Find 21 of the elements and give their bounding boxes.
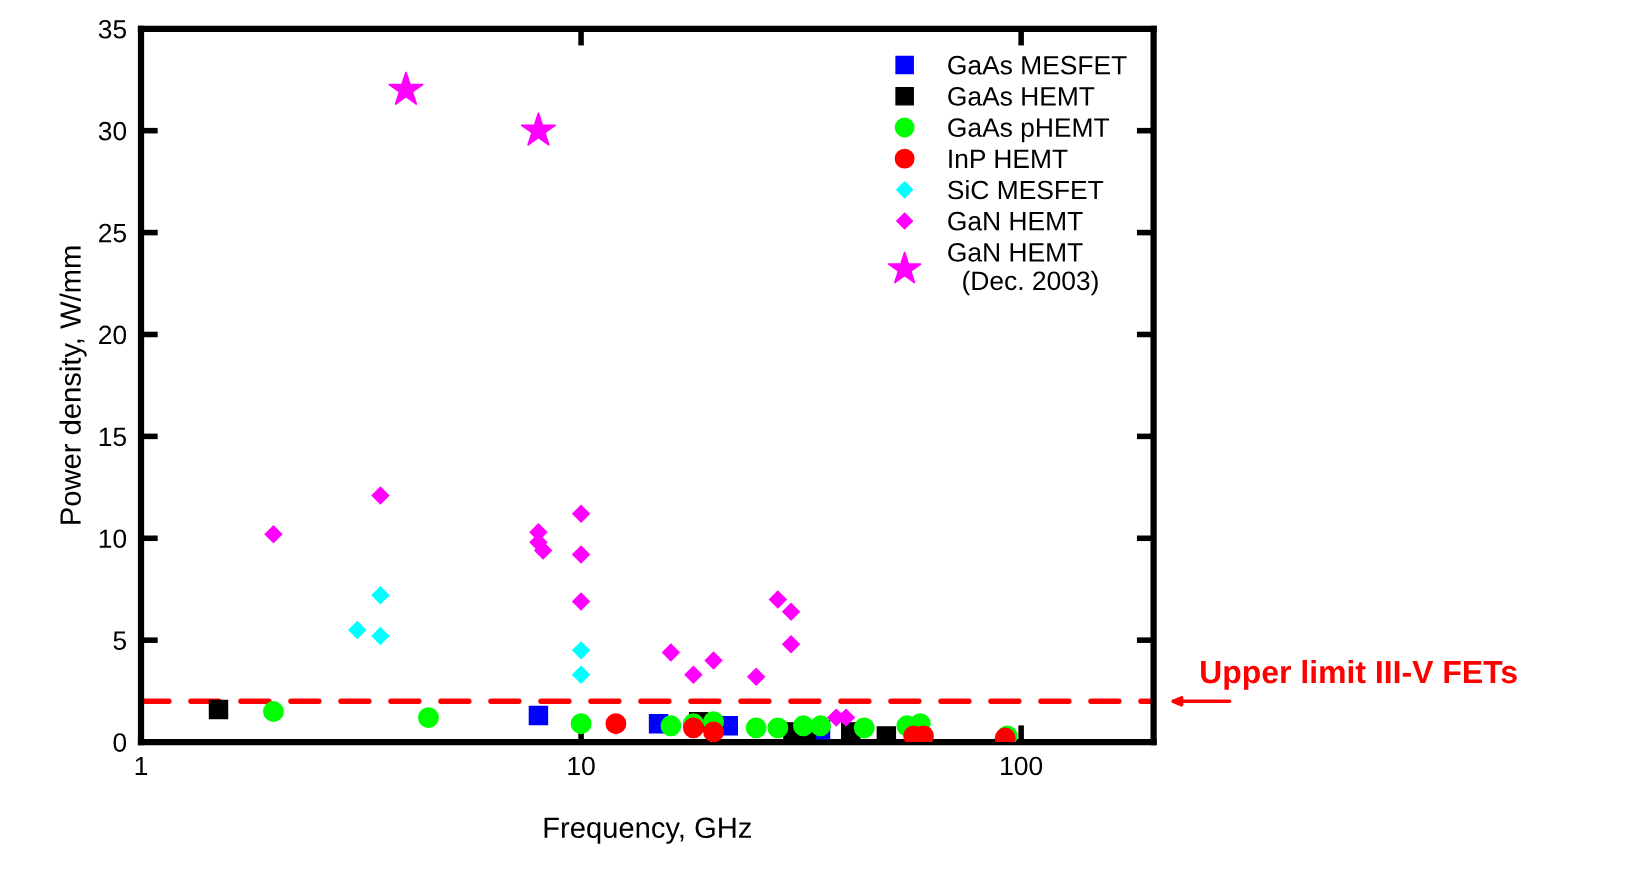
y-tick-label: 0 (113, 733, 127, 752)
y-tick-label: 35 (98, 19, 127, 39)
ref-line-label: Upper limit III-V FETs (1201, 659, 1517, 690)
legend-label: GaAs pHEMT (948, 118, 1110, 143)
legend-label: GaN HEMT (948, 211, 1083, 231)
y-tick-label: 30 (98, 121, 127, 141)
y-tick-label: 15 (99, 427, 127, 447)
y-tick-label: 20 (99, 325, 127, 345)
legend-label: GaAs HEMT (948, 87, 1095, 106)
legend-label: InP HEMT (949, 149, 1068, 168)
legend-label: GaAs MESFET (948, 55, 1127, 75)
x-tick-label: 10 (568, 756, 595, 776)
x-tick-label: 100 (1001, 756, 1043, 776)
legend-label: SiC MESFET (948, 179, 1104, 200)
legend-label: GaN HEMT (Dec. 2003) (948, 243, 1098, 296)
y-tick-label: 10 (99, 529, 127, 549)
x-tick-label: 1 (135, 756, 148, 776)
y-axis-title: Power density, W/mm (59, 246, 87, 524)
y-tick-label: 25 (99, 223, 127, 243)
x-axis-title: Frequency, GHz (544, 817, 751, 844)
y-tick-label: 5 (113, 631, 127, 650)
